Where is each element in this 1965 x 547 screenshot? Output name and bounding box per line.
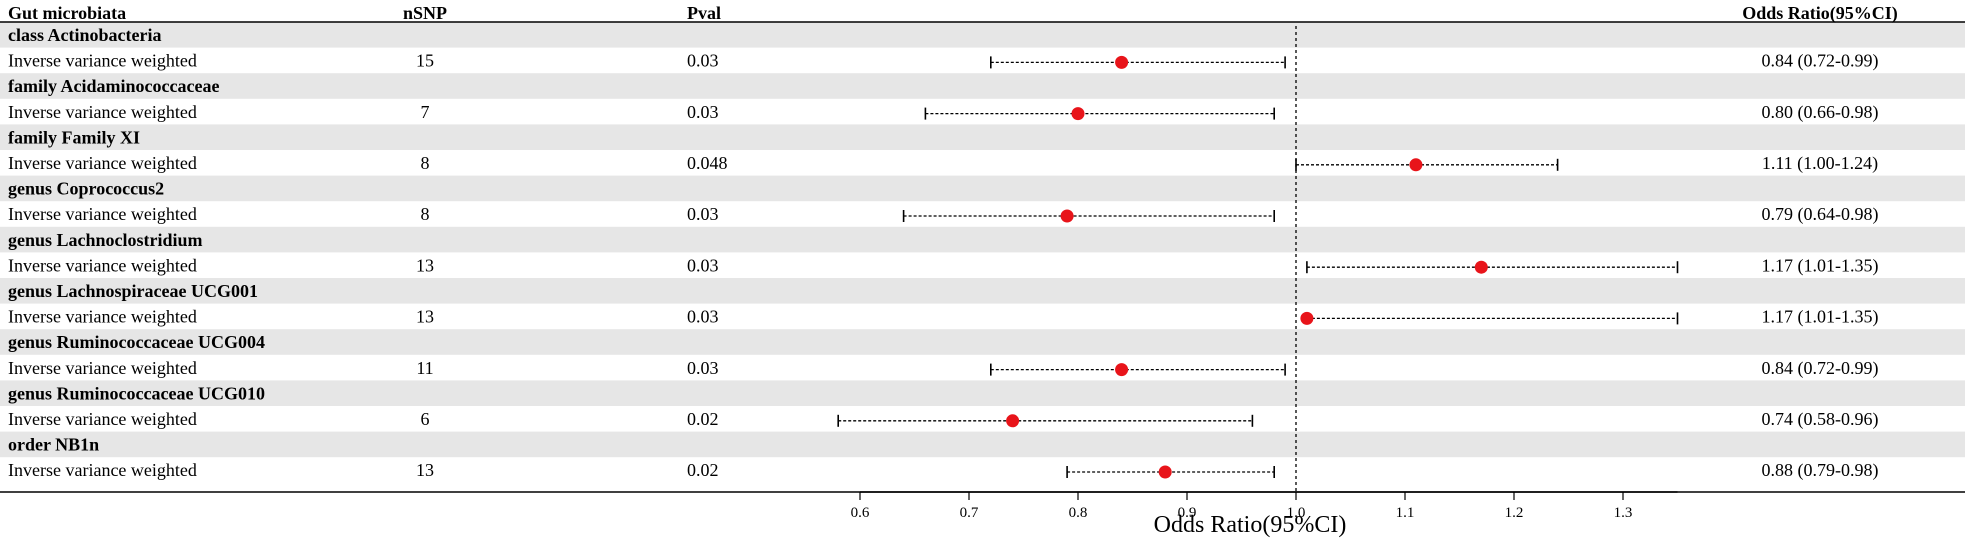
pval-value: 0.03 [687,358,719,378]
column-headers: Gut microbiata nSNP Pval Odds Ratio(95%C… [8,3,1898,24]
pval-value: 0.02 [687,409,719,429]
nsnp-value: 8 [421,153,430,173]
row-band [0,227,1965,253]
row-band [0,432,1965,458]
x-tick-label: 1.3 [1614,505,1633,521]
row-band [0,124,1965,150]
or-point [1072,107,1085,120]
method-label: Inverse variance weighted [8,358,197,378]
x-axis-title: Odds Ratio(95%CI) [1154,512,1347,538]
method-label: Inverse variance weighted [8,255,197,275]
method-label: Inverse variance weighted [8,153,197,173]
nsnp-value: 13 [416,307,434,327]
nsnp-value: 15 [416,51,434,71]
or-point [1409,158,1422,171]
pval-value: 0.03 [687,102,719,122]
group-title: family Family XI [8,127,140,147]
x-tick-label: 0.6 [851,505,870,521]
nsnp-value: 6 [421,409,430,429]
or-point [1115,56,1128,69]
method-label: Inverse variance weighted [8,51,197,71]
header-or: Odds Ratio(95%CI) [1742,3,1898,24]
method-label: Inverse variance weighted [8,460,197,480]
x-tick-label: 1.1 [1396,505,1415,521]
nsnp-value: 11 [416,358,433,378]
nsnp-value: 13 [416,460,434,480]
row-band [0,73,1965,99]
group-title: genus Lachnoclostridium [8,230,203,250]
pval-value: 0.048 [687,153,728,173]
row-bands [0,22,1965,457]
or-point [1300,312,1313,325]
x-tick-label: 0.7 [960,505,979,521]
or-ci-value: 0.84 (0.72-0.99) [1762,358,1879,379]
or-ci-value: 0.79 (0.64-0.98) [1762,204,1879,225]
group-title: order NB1n [8,435,99,455]
or-point [1006,414,1019,427]
nsnp-value: 7 [421,102,430,122]
or-point [1115,363,1128,376]
group-title: genus Ruminococcaceae UCG004 [8,332,265,352]
or-ci-value: 0.84 (0.72-0.99) [1762,51,1879,72]
row-band [0,22,1965,48]
header-label: Gut microbiata [8,3,126,23]
group-title: genus Ruminococcaceae UCG010 [8,383,265,403]
pval-value: 0.03 [687,307,719,327]
or-ci-value: 1.17 (1.01-1.35) [1762,255,1879,276]
group-title: family Acidaminococcaceae [8,76,219,96]
row-band [0,176,1965,202]
nsnp-value: 8 [421,204,430,224]
header-nsnp: nSNP [403,3,447,23]
method-label: Inverse variance weighted [8,102,197,122]
or-point [1159,466,1172,479]
nsnp-value: 13 [416,255,434,275]
row-band [0,380,1965,406]
pval-value: 0.03 [687,204,719,224]
header-pval: Pval [687,3,721,23]
group-title: class Actinobacteria [8,25,161,45]
or-ci-value: 0.80 (0.66-0.98) [1762,102,1879,123]
or-ci-value: 0.74 (0.58-0.96) [1762,409,1879,430]
method-label: Inverse variance weighted [8,204,197,224]
method-label: Inverse variance weighted [8,409,197,429]
row-band [0,278,1965,304]
or-ci-value: 0.88 (0.79-0.98) [1762,460,1879,481]
group-title: genus Coprococcus2 [8,179,164,199]
method-label: Inverse variance weighted [8,307,197,327]
row-band [0,329,1965,355]
or-point [1475,261,1488,274]
x-tick-label: 1.2 [1505,505,1524,521]
x-tick-label: 0.8 [1069,505,1088,521]
pval-value: 0.02 [687,460,719,480]
or-point [1061,210,1074,223]
pval-value: 0.03 [687,51,719,71]
pval-value: 0.03 [687,255,719,275]
group-title: genus Lachnospiraceae UCG001 [8,281,258,301]
or-ci-value: 1.11 (1.00-1.24) [1762,153,1878,174]
or-ci-value: 1.17 (1.01-1.35) [1762,307,1879,328]
